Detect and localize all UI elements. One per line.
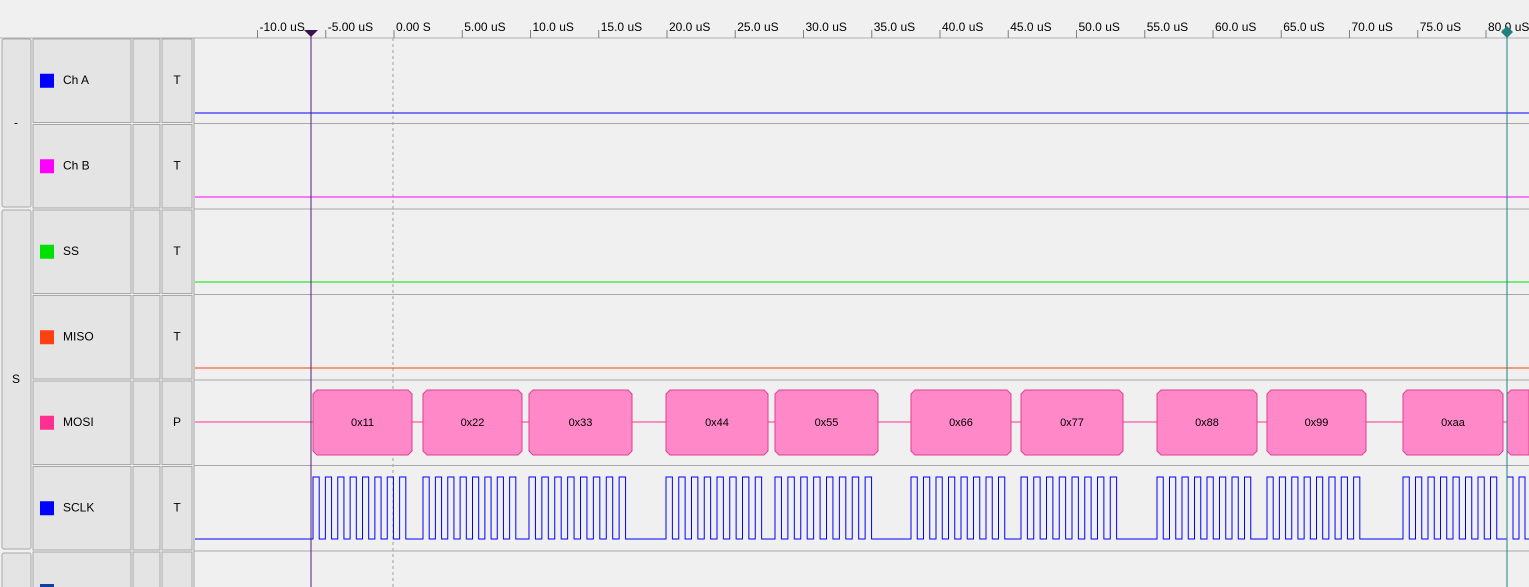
- ruler-label: 70.0 uS: [1352, 20, 1393, 34]
- ruler-label: 20.0 uS: [669, 20, 710, 34]
- trigger-cell: [132, 551, 161, 587]
- channel-color: [40, 501, 54, 516]
- ruler-label: 15.0 uS: [601, 20, 642, 34]
- channel-name: Ch A: [63, 73, 89, 87]
- decoded-frame: [1020, 389, 1124, 456]
- group-cell: [1, 209, 32, 550]
- cursor-2-handle: [1501, 26, 1513, 38]
- channel-mode: T: [173, 244, 181, 258]
- mode-cell: [161, 38, 193, 123]
- ruler-label: 35.0 uS: [874, 20, 915, 34]
- cursor-1-handle: [304, 30, 318, 37]
- group-cell: [1, 38, 32, 208]
- decoded-frame: [312, 389, 413, 456]
- name-cell: [32, 551, 132, 587]
- channel-mode: T: [173, 500, 181, 514]
- decoded-label: 0xaa: [1441, 417, 1466, 429]
- trigger-cell: [132, 209, 161, 294]
- trigger-cell: [132, 124, 161, 209]
- decoded-label: 0x77: [1060, 417, 1084, 429]
- trigger-cell: [132, 38, 161, 123]
- decoded-frame: [910, 389, 1012, 456]
- channel-name: SCLK: [63, 500, 94, 514]
- decoded-frame: [665, 389, 769, 456]
- channel-mode: T: [173, 329, 181, 343]
- ruler-label: 65.0 uS: [1283, 20, 1324, 34]
- decoded-label: 0x88: [1195, 417, 1219, 429]
- ruler-label: -10.0 uS: [260, 20, 305, 34]
- channel-color: [40, 584, 54, 587]
- mode-cell: [161, 551, 193, 587]
- ruler-label: 80.0 uS: [1488, 20, 1529, 34]
- ruler-label: 30.0 uS: [806, 20, 847, 34]
- ruler-label: -5.00 uS: [328, 20, 373, 34]
- channel-color: [40, 330, 54, 345]
- ruler-label: 50.0 uS: [1079, 20, 1120, 34]
- channel-color: [40, 159, 54, 174]
- channel-color: [40, 244, 54, 259]
- mode-cell: [161, 209, 193, 294]
- time-ruler: [194, 0, 1529, 38]
- ruler-label: 45.0 uS: [1010, 20, 1051, 34]
- decoded-label: 0x44: [705, 417, 729, 429]
- decoded-label: 0x66: [949, 417, 973, 429]
- trigger-cell: [132, 380, 161, 465]
- channel-color: [40, 73, 54, 88]
- ruler-label: 5.00 uS: [464, 20, 505, 34]
- decoded-frame: [774, 389, 879, 456]
- mode-cell: [161, 380, 193, 465]
- mode-cell: [161, 124, 193, 209]
- channel-mode: T: [173, 73, 181, 87]
- decoded-label: 0x55: [815, 417, 839, 429]
- trigger-cell: [132, 466, 161, 551]
- sclk-wave: [195, 476, 1529, 540]
- channel-color: [40, 415, 54, 430]
- decoded-label: 0x99: [1305, 417, 1329, 429]
- channel-name: MOSI: [63, 415, 94, 429]
- decoded-label: 0x22: [461, 417, 485, 429]
- channel-mode: T: [173, 158, 181, 172]
- ruler-label: 55.0 uS: [1147, 20, 1188, 34]
- channel-name: SS: [63, 244, 79, 258]
- decoded-frame: [1402, 389, 1504, 456]
- group-label: S: [12, 372, 20, 386]
- group-label: -: [14, 116, 18, 130]
- group-cell: [1, 552, 32, 587]
- decoded-frame: [528, 389, 633, 456]
- decoded-frame: [1156, 389, 1258, 456]
- decoded-label: 0x11: [351, 417, 374, 429]
- mode-cell: [161, 466, 193, 551]
- ruler-label: 60.0 uS: [1215, 20, 1256, 34]
- trigger-cell: [132, 295, 161, 380]
- ruler-label: 0.00 S: [396, 20, 431, 34]
- ruler-label: 40.0 uS: [942, 20, 983, 34]
- channel-mode: P: [173, 415, 181, 429]
- decoded-frame: [1506, 389, 1529, 456]
- decoded-label: 0x33: [569, 417, 593, 429]
- decoded-frame: [422, 389, 523, 456]
- ruler-label: 75.0 uS: [1420, 20, 1461, 34]
- ruler-label: 10.0 uS: [533, 20, 574, 34]
- channel-name: MISO: [63, 329, 94, 343]
- ruler-label: 25.0 uS: [737, 20, 778, 34]
- decoded-frame: [1266, 389, 1367, 456]
- mode-cell: [161, 295, 193, 380]
- channel-name: Ch B: [63, 158, 90, 172]
